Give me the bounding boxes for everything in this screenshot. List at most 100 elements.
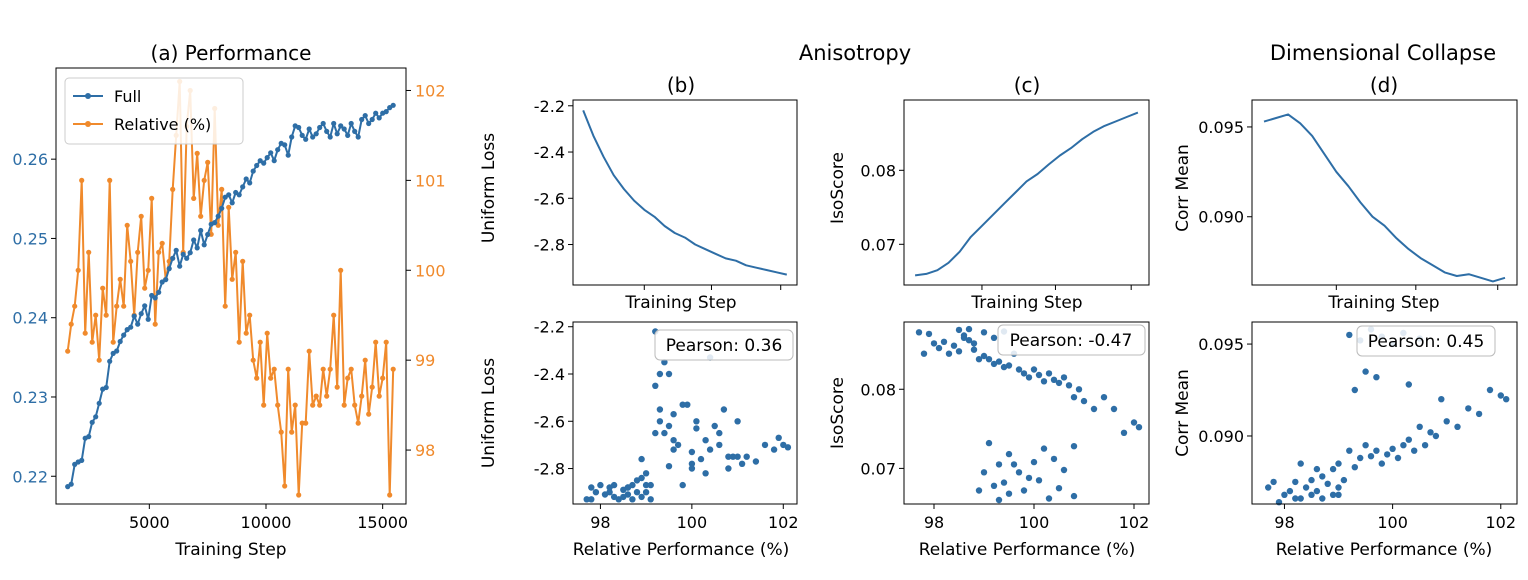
b_bot-point-30 [670, 411, 677, 418]
full-point-28 [163, 277, 169, 283]
relative-point-90 [380, 375, 386, 381]
c_bot-point-34 [1090, 405, 1098, 413]
relative-point-78 [338, 267, 344, 273]
c_bot-point-2 [925, 330, 933, 338]
full-point-33 [180, 251, 186, 257]
c_top-ytick-label-1: 0.08 [860, 161, 896, 180]
b_bot-xtick-label-0: 98 [590, 513, 610, 532]
c_bot-point-57 [1005, 490, 1013, 497]
full-point-23 [145, 316, 151, 322]
relative-point-81 [348, 366, 354, 372]
legend-box [64, 77, 244, 145]
full-point-39 [201, 242, 207, 248]
relative-point-63 [285, 366, 291, 372]
b_bot-point-34 [684, 401, 691, 408]
b_bot-point-48 [743, 453, 750, 460]
panel-a-left-ytick-label-1: 0.23 [12, 388, 48, 407]
c_bot-point-39 [1135, 424, 1143, 431]
d_bot-point-9 [1313, 487, 1321, 495]
relative-point-22 [142, 285, 148, 291]
c_top-line [914, 111, 1139, 277]
d_bot-point-56 [1335, 491, 1342, 498]
c_bot-point-35 [1100, 394, 1108, 401]
full-point-73 [320, 120, 326, 127]
panel-d-pearson-box: Pearson: 0.45 [1356, 325, 1496, 357]
b_bot-point-3 [597, 481, 604, 489]
d_bot-xtick-label-2: 102 [1486, 513, 1517, 532]
c_bot-point-30 [1065, 382, 1073, 389]
c_bot-point-22 [1025, 374, 1033, 381]
relative-point-7 [89, 339, 95, 345]
d_bot-point-35 [1438, 396, 1445, 403]
d_bot-point-8 [1308, 476, 1315, 484]
c_bot-point-14 [985, 356, 993, 363]
legend-relative-label: Relative (%) [114, 115, 211, 134]
full-point-87 [369, 116, 375, 123]
c_bot-point-48 [995, 461, 1003, 468]
c_bot-point-54 [1060, 466, 1068, 474]
d_bot-point-13 [1329, 465, 1337, 473]
c_bot-point-43 [970, 340, 978, 347]
c_bot-point-24 [1035, 371, 1043, 379]
c_bot-point-45 [990, 334, 998, 341]
panel-c-title: (c) [1014, 73, 1041, 97]
d_bot-point-54 [1297, 460, 1304, 467]
c_bot-point-21 [1020, 370, 1028, 377]
panel-a-xtick-label-2: 15000 [357, 513, 408, 532]
c_bot-point-55 [1070, 443, 1078, 450]
full-point-18 [128, 324, 134, 330]
relative-point-40 [205, 159, 211, 165]
full-point-86 [366, 120, 372, 127]
c_bot-point-8 [955, 348, 963, 355]
panel-a-xtick-label-1: 10000 [241, 513, 292, 532]
relative-point-23 [145, 267, 151, 273]
relative-point-25 [152, 321, 158, 327]
panel-a-right-ytick-label-3: 101 [415, 171, 446, 190]
relative-point-51 [243, 330, 249, 336]
b_bot-point-24 [652, 382, 659, 389]
panel-b-title: (b) [667, 73, 695, 97]
relative-point-2 [72, 303, 78, 309]
full-point-11 [103, 384, 109, 391]
panel-a-left-ytick-label-4: 0.26 [12, 150, 48, 169]
b_bot-point-14 [629, 496, 636, 503]
b_bot-point-32 [674, 441, 682, 449]
relative-point-59 [271, 366, 277, 372]
relative-point-86 [366, 411, 372, 417]
panel-d-top-ylabel: Corr Mean [1173, 144, 1193, 232]
relative-point-17 [124, 222, 130, 228]
panel-c-isoscore-line: 0.07 0.08 [860, 99, 1150, 290]
legend-full-label: Full [114, 87, 141, 106]
full-point-25 [152, 295, 158, 301]
d_bot-point-12 [1324, 480, 1331, 487]
d_bot-point-25 [1384, 451, 1391, 458]
full-point-71 [313, 131, 319, 137]
b_bot-point-62 [656, 418, 664, 425]
relative-point-11 [103, 312, 109, 318]
c_bot-point-4 [935, 344, 943, 352]
relative-point-71 [313, 393, 319, 399]
panel-b-pearson-box: Pearson: 0.36 [654, 329, 794, 361]
full-point-34 [184, 255, 190, 261]
relative-point-16 [121, 303, 127, 309]
panel-d-top-xlabel: Training Step [1327, 293, 1439, 313]
b_top-ytick-label-0: -2.2 [534, 97, 565, 116]
relative-point-13 [110, 339, 116, 345]
b_top-ytick-label-2: -2.6 [534, 189, 565, 208]
b_bot-point-63 [638, 455, 645, 463]
c_bot-point-17 [1000, 363, 1008, 371]
relative-point-82 [352, 402, 358, 408]
d_bot-point-4 [1292, 478, 1299, 486]
d_bot-ytick-label-1: 0.095 [1198, 335, 1244, 354]
panel-a-right-ytick-label-2: 100 [415, 261, 446, 280]
panel-d-corr-mean-line: 0.090 0.095 [1198, 99, 1518, 290]
panel-d-bottom-xlabel: Relative Performance (%) [1276, 540, 1493, 560]
c_bot-point-36 [1110, 405, 1118, 413]
b_bot-point-72 [606, 489, 613, 496]
b_bot-point-18 [638, 493, 645, 501]
b_top-ytick-label-1: -2.4 [534, 143, 565, 162]
pearson-box-c [997, 324, 1146, 356]
full-point-88 [373, 110, 379, 116]
relative-point-24 [149, 195, 155, 201]
b_top-ytick-label-3: -2.8 [534, 236, 565, 255]
